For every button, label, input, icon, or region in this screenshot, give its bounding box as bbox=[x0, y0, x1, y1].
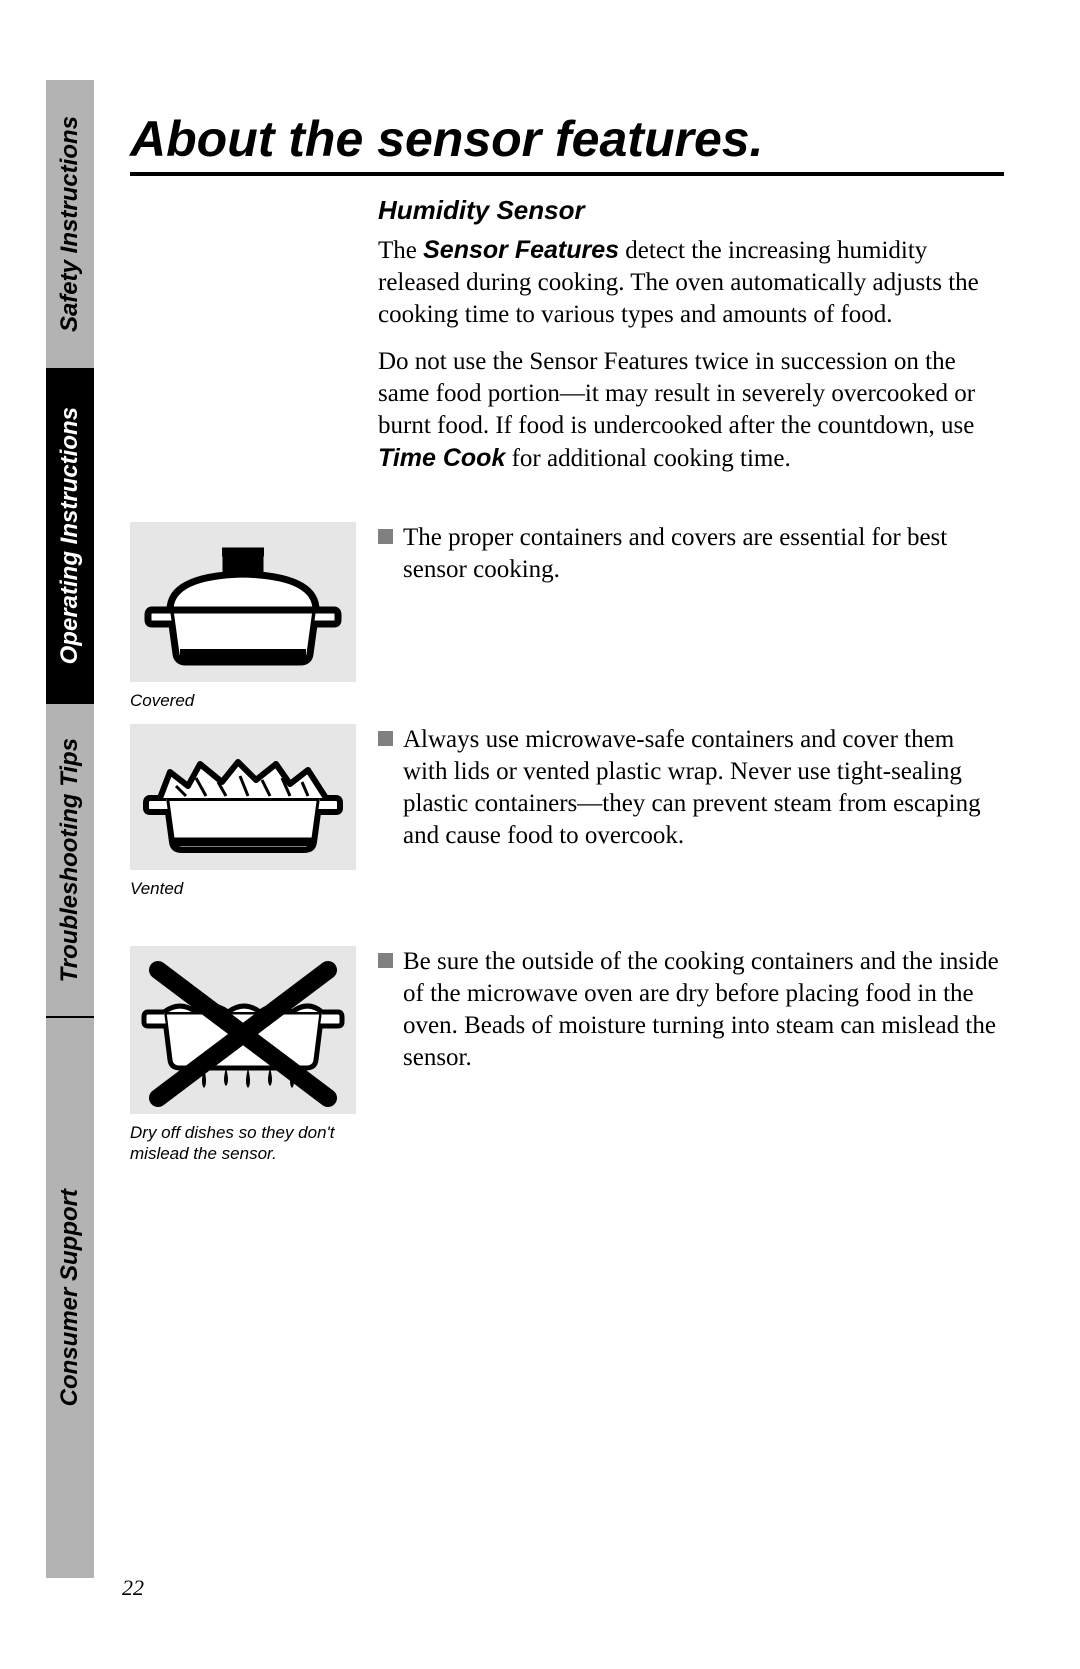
bold-sensor-features: Sensor Features bbox=[423, 236, 619, 264]
tab-label: Consumer Support bbox=[56, 1189, 84, 1406]
warning-paragraph: Do not use the Sensor Features twice in … bbox=[378, 346, 1004, 475]
figure-wet-dish-crossed bbox=[130, 946, 356, 1114]
tab-safety-instructions[interactable]: Safety Instructions bbox=[46, 80, 94, 368]
wet-dish-crossed-icon bbox=[130, 946, 356, 1114]
bullet-item: The proper containers and covers are ess… bbox=[378, 522, 1004, 586]
bullet-square-icon bbox=[378, 529, 393, 544]
title-rule bbox=[130, 172, 1004, 176]
figure-caption: Vented bbox=[130, 878, 356, 899]
tab-consumer-support[interactable]: Consumer Support bbox=[46, 1018, 94, 1578]
figure-caption: Dry off dishes so they don't mislead the… bbox=[130, 1122, 366, 1165]
section-title: Humidity Sensor bbox=[378, 195, 585, 226]
text: Do not use the Sensor Features twice in … bbox=[378, 348, 975, 439]
tab-label: Safety Instructions bbox=[56, 116, 84, 332]
vented-dish-icon bbox=[130, 724, 356, 870]
intro-paragraph: The Sensor Features detect the increasin… bbox=[378, 234, 1004, 331]
figure-caption: Covered bbox=[130, 690, 356, 711]
tab-troubleshooting-tips[interactable]: Troubleshooting Tips bbox=[46, 704, 94, 1016]
bullet-text: The proper containers and covers are ess… bbox=[403, 522, 1004, 586]
figure-covered-dish bbox=[130, 522, 356, 682]
figure-vented-dish bbox=[130, 724, 356, 870]
tab-operating-instructions[interactable]: Operating Instructions bbox=[46, 368, 94, 704]
bullet-square-icon bbox=[378, 953, 393, 968]
bullet-text: Always use microwave-safe containers and… bbox=[403, 724, 1004, 852]
tab-label: Troubleshooting Tips bbox=[56, 738, 84, 982]
side-tabs: Safety Instructions Operating Instructio… bbox=[46, 80, 94, 1578]
text: The bbox=[378, 237, 423, 264]
page-number: 22 bbox=[122, 1575, 144, 1601]
covered-dish-icon bbox=[130, 522, 356, 682]
manual-page: Safety Instructions Operating Instructio… bbox=[0, 0, 1080, 1669]
bullet-text: Be sure the outside of the cooking conta… bbox=[403, 946, 1004, 1074]
bold-time-cook: Time Cook bbox=[378, 444, 505, 472]
text: for additional cooking time. bbox=[505, 445, 790, 472]
page-title: About the sensor features. bbox=[130, 110, 763, 168]
bullet-square-icon bbox=[378, 731, 393, 746]
bullet-item: Always use microwave-safe containers and… bbox=[378, 724, 1004, 852]
tab-label: Operating Instructions bbox=[56, 407, 84, 664]
bullet-item: Be sure the outside of the cooking conta… bbox=[378, 946, 1004, 1074]
